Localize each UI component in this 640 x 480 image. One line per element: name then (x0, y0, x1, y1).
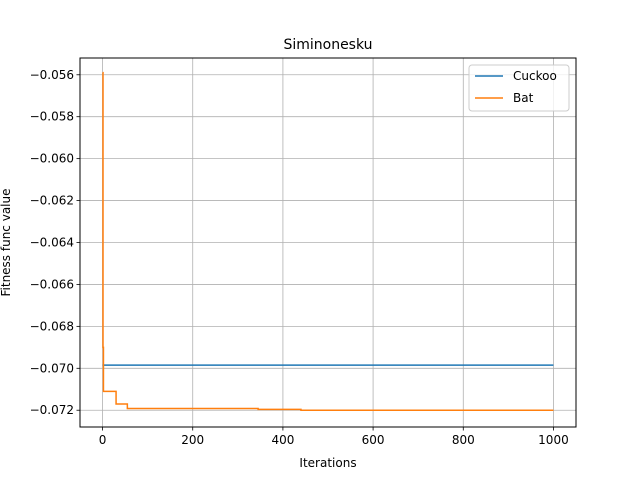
chart-title: Siminonesku (283, 37, 372, 53)
y-tick-label: −0.060 (30, 152, 74, 166)
y-tick-label: −0.056 (30, 68, 74, 82)
x-tick-label: 200 (181, 433, 204, 447)
x-axis-title: Iterations (299, 456, 356, 470)
y-tick-label: −0.062 (30, 194, 74, 208)
y-tick-label: −0.066 (30, 277, 74, 291)
series-layer (102, 71, 554, 411)
ticks: 0 200 400 600 800 1000 −0.056 −0.058 −0.060 −0.06… (30, 68, 569, 447)
legend: Cuckoo Bat (468, 64, 570, 112)
y-tick-label: −0.072 (30, 403, 74, 417)
x-tick-label: 800 (452, 433, 475, 447)
y-tick-label: −0.064 (30, 236, 74, 250)
y-tick-label: −0.068 (30, 319, 74, 333)
series-line-bat (102, 71, 554, 411)
x-tick-label: 600 (362, 433, 385, 447)
x-tick-label: 400 (271, 433, 294, 447)
y-axis-title: Fitness func value (0, 189, 13, 297)
x-tick-label: 0 (99, 433, 107, 447)
legend-label-bat: Bat (513, 91, 534, 105)
legend-label-cuckoo: Cuckoo (513, 69, 557, 83)
x-tick-label: 1000 (538, 433, 569, 447)
y-tick-label: −0.070 (30, 361, 74, 375)
y-tick-label: −0.058 (30, 110, 74, 124)
